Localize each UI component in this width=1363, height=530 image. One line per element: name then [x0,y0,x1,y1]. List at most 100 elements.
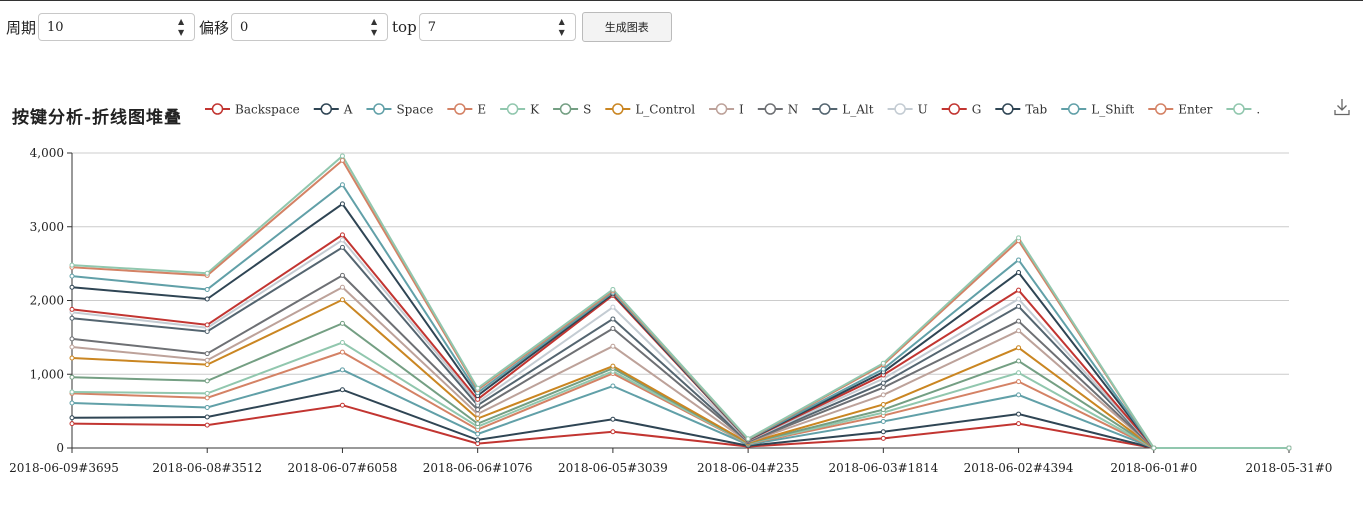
data-point[interactable] [339,157,345,163]
chevron-up-icon[interactable]: ▲ [558,17,565,26]
data-point[interactable] [1286,445,1292,451]
data-point[interactable] [69,344,75,350]
data-point[interactable] [339,153,345,159]
chevron-down-icon[interactable]: ▼ [177,28,185,37]
data-point[interactable] [475,431,481,437]
legend-item[interactable]: S [553,103,591,117]
data-point[interactable] [880,418,886,424]
period-input[interactable] [39,14,195,40]
legend-item[interactable]: E [447,103,486,117]
legend-item[interactable]: . [1226,103,1260,117]
download-icon[interactable] [1334,98,1350,116]
legend-item[interactable]: L_Control [605,103,695,117]
legend-item[interactable]: G [941,103,982,117]
data-point[interactable] [880,401,886,407]
series-line-l_alt[interactable] [71,246,1289,449]
data-point[interactable] [880,360,886,366]
data-point[interactable] [610,416,616,422]
series-line-e[interactable] [71,351,1289,449]
legend-item[interactable]: L_Alt [812,103,874,117]
series-line-k[interactable] [71,341,1289,449]
data-point[interactable] [1016,296,1022,302]
data-point[interactable] [475,385,481,391]
data-point[interactable] [339,182,345,188]
generate-chart-button[interactable]: 生成图表 [581,12,672,42]
data-point[interactable] [204,351,210,357]
data-point[interactable] [339,284,345,290]
data-point[interactable] [339,201,345,207]
data-point[interactable] [475,421,481,427]
series-line-i[interactable] [71,286,1289,449]
series-line-dot[interactable] [71,154,1289,449]
data-point[interactable] [69,415,75,421]
data-point[interactable] [69,389,75,395]
data-point[interactable] [610,429,616,435]
chevron-up-icon[interactable]: ▲ [370,17,378,26]
data-point[interactable] [339,349,345,355]
top-input[interactable] [419,14,575,40]
data-point[interactable] [475,437,481,443]
data-point[interactable] [880,435,886,441]
data-point[interactable] [880,366,886,372]
legend-item[interactable]: A [313,103,353,117]
data-point[interactable] [1151,445,1157,451]
data-point[interactable] [1016,421,1022,427]
data-point[interactable] [69,262,75,268]
legend-item[interactable]: K [500,103,540,117]
series-line-backspace[interactable] [71,404,1289,449]
data-point[interactable] [1016,358,1022,364]
data-point[interactable] [339,367,345,373]
offset-input[interactable] [232,14,388,40]
data-point[interactable] [69,421,75,427]
data-point[interactable] [880,380,886,386]
data-point[interactable] [475,411,481,417]
data-point[interactable] [1016,235,1022,241]
series-line-n[interactable] [71,274,1289,449]
data-point[interactable] [204,322,210,328]
chevron-down-icon[interactable]: ▼ [558,28,565,37]
period-spin-arrows[interactable]: ▲ ▼ [176,17,186,37]
data-point[interactable] [880,385,886,391]
data-point[interactable] [204,362,210,368]
data-point[interactable] [204,378,210,384]
data-point[interactable] [1016,345,1022,351]
data-point[interactable] [475,407,481,413]
chevron-down-icon[interactable]: ▼ [370,28,378,37]
offset-stepper[interactable]: ▲ ▼ [231,13,389,41]
data-point[interactable] [1016,318,1022,324]
data-point[interactable] [69,374,75,380]
data-point[interactable] [204,390,210,396]
offset-spin-arrows[interactable]: ▲ ▼ [369,17,379,37]
legend-item[interactable]: Backspace [205,103,300,117]
data-point[interactable] [1016,269,1022,275]
data-point[interactable] [339,244,345,250]
legend-item[interactable]: Enter [1148,103,1213,117]
data-point[interactable] [339,402,345,408]
data-point[interactable] [1016,411,1022,417]
data-point[interactable] [204,395,210,401]
data-point[interactable] [339,237,345,243]
data-point[interactable] [475,416,481,421]
data-point[interactable] [1016,379,1022,385]
data-point[interactable] [339,232,345,238]
series-line-space[interactable] [71,368,1289,449]
data-point[interactable] [1016,303,1022,309]
data-point[interactable] [339,340,345,346]
data-point[interactable] [880,392,886,398]
data-point[interactable] [204,296,210,302]
data-point[interactable] [880,429,886,435]
data-point[interactable] [204,414,210,420]
legend-item[interactable]: Tab [995,103,1048,117]
data-point[interactable] [610,286,616,292]
data-point[interactable] [1016,287,1022,293]
data-point[interactable] [880,407,886,413]
series-line-s[interactable] [71,322,1289,449]
data-point[interactable] [1016,370,1022,376]
data-point[interactable] [339,272,345,278]
series-line-a[interactable] [71,388,1289,449]
chevron-up-icon[interactable]: ▲ [177,17,185,26]
data-point[interactable] [610,326,616,332]
data-point[interactable] [745,436,751,442]
data-point[interactable] [339,387,345,393]
legend-item[interactable]: L_Shift [1061,103,1134,117]
